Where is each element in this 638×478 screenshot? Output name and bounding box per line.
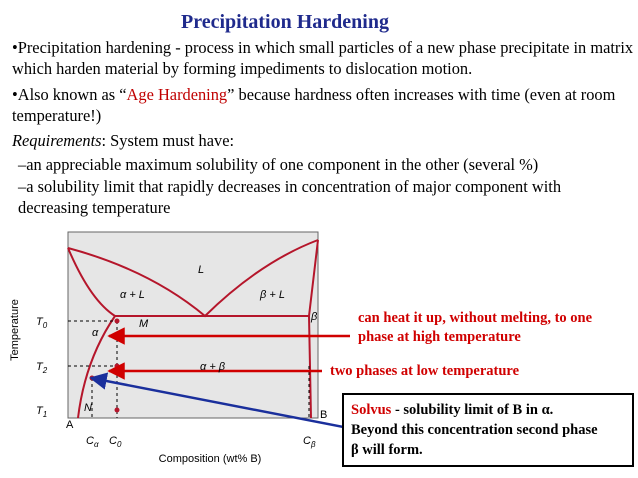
- item: –an appreciable maximum solubility of on…: [18, 155, 539, 174]
- item: –a solubility limit that rapidly decreas…: [18, 177, 562, 217]
- t-label: T0: [36, 316, 48, 330]
- region-labels: L α + L β + L α M β α + β N: [84, 264, 318, 414]
- text: ” because hardness often increases with …: [12, 85, 616, 125]
- bullet: •Precipitation hardening - process in wh…: [12, 38, 634, 78]
- c-label: Cβ: [303, 435, 316, 449]
- annotation: can heat it up, without melting, to one: [358, 310, 593, 326]
- label: B: [320, 409, 327, 421]
- label: N: [84, 402, 92, 414]
- label: β + L: [259, 289, 285, 301]
- label: A: [66, 419, 74, 431]
- note-text: Solvus - solubility limit of B in α.: [351, 402, 553, 418]
- label: α + β: [200, 361, 226, 373]
- annotation: two phases at low temperature: [330, 363, 520, 379]
- label: α + L: [120, 289, 145, 301]
- requirements: Requirements: System must have:: [12, 130, 636, 151]
- t-label: T1: [36, 405, 47, 419]
- title: Precipitation Hardening: [181, 11, 389, 33]
- label: M: [139, 318, 149, 330]
- y-axis-label: Temperature: [9, 299, 21, 361]
- label: α: [92, 327, 99, 339]
- text: : System must have:: [101, 131, 235, 150]
- t-label: T2: [36, 361, 48, 375]
- c-label: Cα: [86, 435, 99, 449]
- text: Requirements: [12, 131, 102, 150]
- annotation: phase at high temperature: [358, 329, 521, 345]
- label: β: [310, 311, 318, 323]
- label: L: [198, 264, 204, 276]
- x-axis-label: Composition (wt% B): [159, 453, 262, 465]
- highlight: Age Hardening: [126, 85, 228, 104]
- bullet: •Also known as “Age Hardening” because h…: [12, 84, 636, 126]
- c-label: C0: [109, 435, 122, 449]
- note-text: Beyond this concentration second phase: [351, 422, 598, 438]
- note-text: β will form.: [351, 442, 423, 458]
- text: •Also known as “: [12, 85, 127, 104]
- phase-boundaries: [67, 239, 319, 419]
- note-box: [342, 393, 634, 467]
